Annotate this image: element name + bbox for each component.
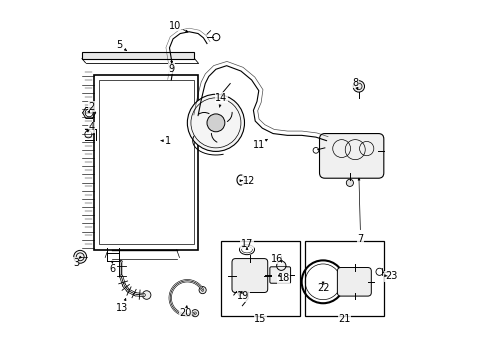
Text: 7: 7 bbox=[357, 234, 363, 244]
Circle shape bbox=[199, 287, 206, 294]
Text: 17: 17 bbox=[240, 239, 253, 249]
FancyBboxPatch shape bbox=[319, 134, 383, 178]
Text: 13: 13 bbox=[116, 303, 128, 313]
Circle shape bbox=[187, 94, 244, 152]
Text: 9: 9 bbox=[168, 64, 174, 73]
Text: 6: 6 bbox=[109, 264, 115, 274]
Bar bbox=[99, 80, 193, 244]
FancyArrowPatch shape bbox=[211, 133, 217, 142]
Bar bbox=[305, 241, 383, 316]
FancyBboxPatch shape bbox=[337, 267, 370, 296]
Text: 23: 23 bbox=[384, 271, 396, 282]
Circle shape bbox=[74, 250, 86, 263]
FancyArrowPatch shape bbox=[227, 112, 232, 122]
FancyBboxPatch shape bbox=[82, 52, 194, 59]
Text: 21: 21 bbox=[338, 314, 350, 324]
Text: 14: 14 bbox=[215, 93, 227, 103]
Text: 10: 10 bbox=[168, 21, 181, 31]
Text: 19: 19 bbox=[237, 291, 249, 301]
Text: 12: 12 bbox=[242, 176, 254, 186]
Circle shape bbox=[206, 114, 224, 132]
Circle shape bbox=[276, 261, 285, 270]
Text: 15: 15 bbox=[254, 314, 266, 324]
Text: 4: 4 bbox=[88, 122, 95, 132]
Text: 16: 16 bbox=[270, 253, 282, 264]
Bar bbox=[221, 241, 299, 316]
Text: 11: 11 bbox=[252, 140, 264, 150]
Text: 22: 22 bbox=[316, 283, 328, 293]
Text: 20: 20 bbox=[179, 308, 191, 318]
Circle shape bbox=[346, 179, 353, 186]
FancyBboxPatch shape bbox=[269, 267, 290, 283]
Circle shape bbox=[191, 310, 198, 317]
Text: 18: 18 bbox=[277, 273, 289, 283]
Bar bbox=[94, 75, 198, 249]
Text: 5: 5 bbox=[116, 40, 122, 50]
Text: 2: 2 bbox=[88, 102, 95, 112]
Text: 8: 8 bbox=[351, 78, 358, 88]
Circle shape bbox=[352, 81, 364, 92]
Text: 1: 1 bbox=[164, 136, 170, 146]
Text: 3: 3 bbox=[73, 258, 79, 268]
FancyArrowPatch shape bbox=[198, 112, 209, 114]
FancyBboxPatch shape bbox=[231, 258, 267, 293]
Circle shape bbox=[142, 291, 151, 299]
